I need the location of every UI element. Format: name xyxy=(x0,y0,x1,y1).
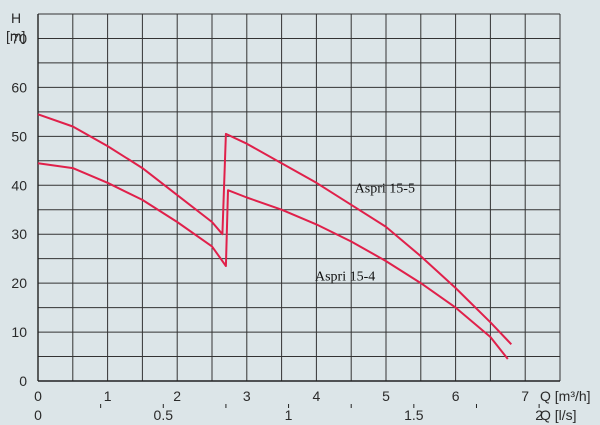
x2-tick-label: 1 xyxy=(285,407,293,423)
x-tick-label: 1 xyxy=(104,388,112,404)
y-tick-label: 0 xyxy=(19,373,27,389)
y-tick-label: 40 xyxy=(11,177,27,193)
curve-aspri-15-5 xyxy=(37,113,513,345)
axis-labels: H [m] Q [m³/h] Q [l/s] xyxy=(6,10,591,423)
x2-tick-label: 2 xyxy=(535,407,543,423)
x-tick-label: 3 xyxy=(243,388,251,404)
curve-aspri-15-4 xyxy=(37,162,509,360)
y-tick-label: 20 xyxy=(11,275,27,291)
y-axis-label: H xyxy=(11,10,21,26)
y-tick-label: 70 xyxy=(11,30,27,46)
x2-tick-label: 1.5 xyxy=(404,407,424,423)
grid xyxy=(37,13,561,382)
y-tick-label: 50 xyxy=(11,128,27,144)
series-label: Aspri 15-4 xyxy=(315,270,375,285)
x-tick-label: 4 xyxy=(313,388,321,404)
x-tick-label: 7 xyxy=(521,388,529,404)
x-axis-label: Q [m³/h] xyxy=(540,388,591,404)
curves xyxy=(37,113,513,360)
x-tick-label: 5 xyxy=(382,388,390,404)
x2-tick-label: 0.5 xyxy=(154,407,174,423)
x-tick-label: 2 xyxy=(173,388,181,404)
y-tick-label: 10 xyxy=(11,324,27,340)
x2-tick-label: 0 xyxy=(34,407,42,423)
x2-axis-label: Q [l/s] xyxy=(540,407,577,423)
y-tick-label: 60 xyxy=(11,79,27,95)
series-label: Aspri 15-5 xyxy=(355,182,415,197)
y-tick-label: 30 xyxy=(11,226,27,242)
series-labels: Aspri 15-5 Aspri 15-4 xyxy=(315,182,415,285)
x-tick-label: 0 xyxy=(34,388,42,404)
x-tick-label: 6 xyxy=(452,388,460,404)
y-axis-unit: [m] xyxy=(6,28,25,44)
